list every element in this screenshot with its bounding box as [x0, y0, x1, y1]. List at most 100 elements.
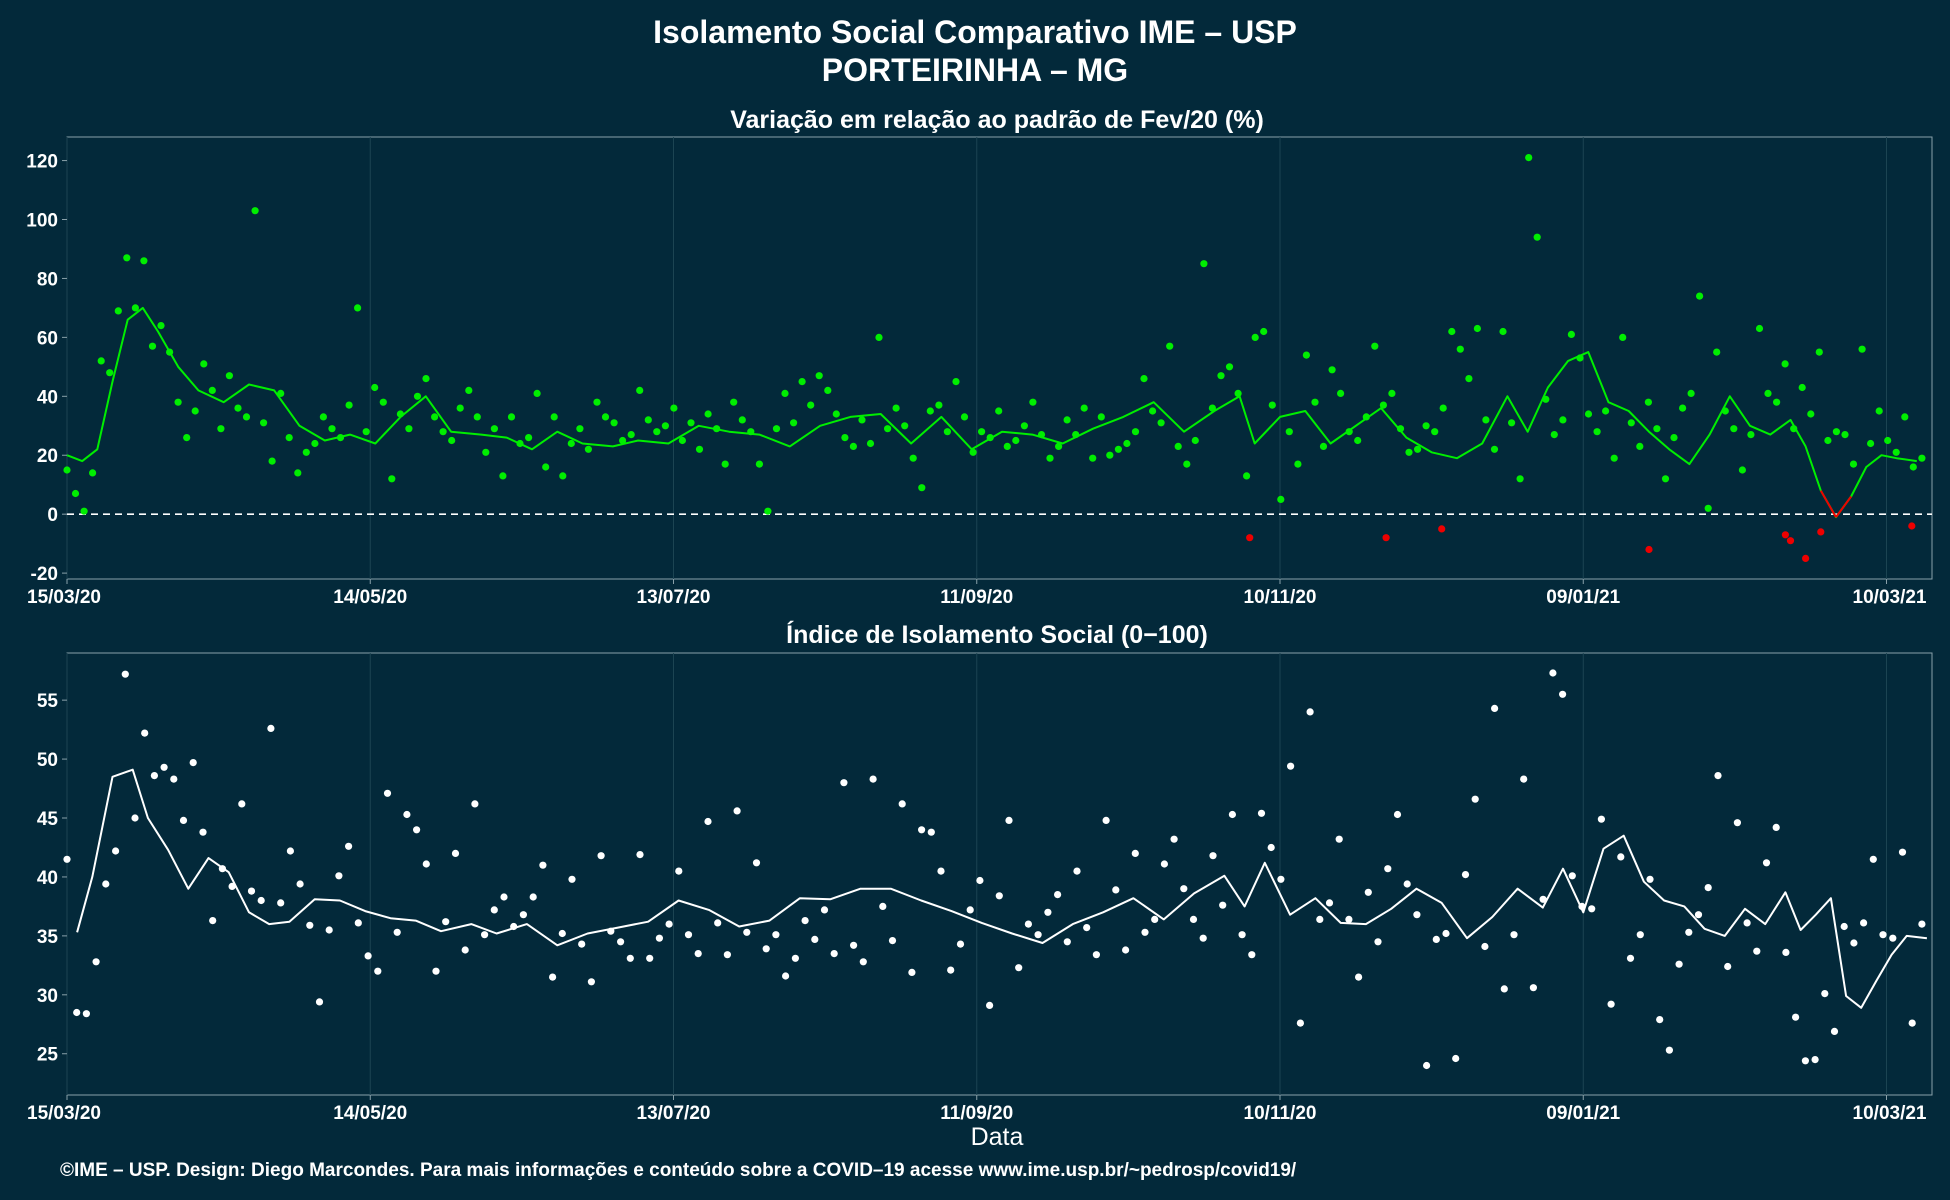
data-point: [1738, 466, 1746, 474]
data-point: [1685, 928, 1693, 936]
y-tick-label: -20: [31, 564, 58, 585]
negative-data-point: [1438, 525, 1446, 533]
data-point: [1456, 345, 1464, 353]
data-point: [1627, 419, 1635, 427]
data-point: [1005, 816, 1013, 825]
data-point: [1260, 327, 1268, 336]
data-point: [1325, 899, 1334, 907]
data-point: [1012, 436, 1020, 445]
data-point: [636, 386, 644, 394]
data-point: [1508, 419, 1516, 427]
data-point: [927, 828, 935, 836]
data-point: [1225, 363, 1234, 371]
data-point: [189, 759, 197, 767]
data-point: [1448, 327, 1456, 336]
data-point: [926, 407, 934, 415]
data-point: [1228, 810, 1236, 819]
data-point: [1029, 398, 1037, 406]
data-point: [908, 968, 916, 977]
data-point: [379, 398, 387, 406]
data-point: [995, 407, 1003, 415]
data-point: [242, 413, 251, 421]
negative-data-point: [1802, 554, 1810, 563]
data-point: [525, 434, 533, 442]
x-tick-label: 09/01/21: [1546, 1103, 1620, 1124]
data-point: [1694, 911, 1703, 919]
data-point: [665, 920, 673, 928]
data-point: [1294, 460, 1302, 468]
data-point: [1704, 504, 1712, 512]
data-point: [661, 422, 670, 430]
x-tick-label: 15/03/20: [27, 1103, 101, 1124]
data-point: [364, 952, 372, 960]
data-point: [636, 851, 644, 859]
data-point: [1465, 375, 1473, 383]
data-point: [820, 906, 829, 914]
data-point: [1393, 810, 1402, 819]
x-tick-label: 13/07/20: [637, 1103, 711, 1124]
data-point: [362, 428, 370, 436]
data-point: [208, 386, 216, 394]
data-point: [1670, 434, 1678, 442]
data-point: [1918, 454, 1926, 462]
data-point: [1644, 398, 1652, 406]
data-point: [1646, 875, 1654, 883]
data-point: [160, 763, 168, 771]
data-point: [567, 439, 575, 448]
data-point: [1208, 404, 1216, 412]
negative-data-point: [1382, 534, 1390, 542]
data-point: [610, 419, 618, 427]
data-point: [539, 861, 547, 869]
data-point: [542, 463, 550, 471]
y-tick-label: 20: [37, 446, 58, 467]
data-point: [1473, 324, 1481, 333]
data-point: [1675, 960, 1683, 968]
data-point: [267, 724, 275, 733]
data-point: [738, 416, 746, 424]
data-point: [393, 928, 401, 936]
data-point: [311, 439, 319, 448]
data-point: [1617, 853, 1625, 861]
data-point: [772, 425, 781, 433]
data-point: [1559, 690, 1567, 698]
data-point: [471, 800, 479, 808]
data-point: [1533, 233, 1541, 241]
data-point: [1054, 891, 1062, 899]
data-point: [1337, 389, 1345, 397]
data-point: [830, 950, 838, 958]
data-point: [1141, 928, 1149, 936]
chart-subtitle: PORTEIRINHA – MG: [822, 52, 1128, 88]
x-tick-label: 14/05/20: [333, 587, 407, 608]
data-point: [850, 941, 858, 949]
data-point: [743, 928, 751, 936]
data-point: [1089, 454, 1097, 462]
data-point: [695, 445, 704, 453]
x-tick-label: 10/11/20: [1244, 587, 1317, 608]
data-point: [943, 428, 952, 436]
data-point: [937, 867, 945, 875]
data-point: [1251, 333, 1259, 341]
data-point: [550, 413, 558, 421]
data-point: [1396, 425, 1405, 433]
x-tick-label: 13/07/20: [637, 587, 711, 608]
data-point: [1696, 292, 1704, 300]
data-point: [1499, 327, 1507, 336]
data-point: [1319, 442, 1328, 450]
data-point: [1687, 389, 1695, 397]
data-point: [644, 416, 652, 424]
negative-data-point: [1786, 537, 1795, 545]
data-point: [1123, 439, 1131, 448]
data-point: [1296, 1019, 1304, 1027]
data-point: [102, 880, 110, 888]
data-point: [798, 378, 806, 386]
data-point: [617, 938, 625, 946]
data-point: [1277, 875, 1285, 883]
data-point: [286, 847, 294, 855]
data-point: [1792, 1013, 1800, 1021]
data-point: [687, 419, 695, 427]
data-point: [824, 386, 832, 394]
x-tick-label: 15/03/20: [27, 587, 101, 608]
data-point: [884, 425, 892, 433]
data-point: [714, 919, 722, 927]
data-point: [815, 372, 823, 380]
